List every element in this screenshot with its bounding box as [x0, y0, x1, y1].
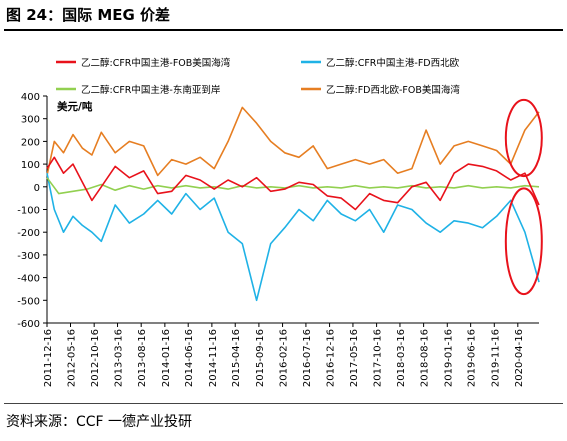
- x-tick-label: 2019-11-16: [490, 329, 501, 387]
- x-tick-label: 2016-02-16: [279, 329, 290, 387]
- x-tick-label: 2015-09-16: [255, 329, 266, 387]
- source-rule: [4, 403, 563, 404]
- series-line-2: [46, 177, 540, 195]
- x-tick-label: 2014-11-16: [208, 329, 219, 387]
- y-axis: 400 300 200 100 0 -100 -200 -300 -400 -500 -600 美元/…: [17, 92, 93, 330]
- x-tick-label: 2018-08-16: [420, 329, 431, 387]
- y-tick-label: -400: [17, 274, 40, 285]
- y-axis-title: 美元/吨: [57, 100, 93, 113]
- x-tick-label: 2012-05-16: [67, 329, 78, 387]
- x-tick-label: 2014-01-16: [161, 329, 172, 387]
- x-tick-label: 2016-07-16: [302, 329, 313, 387]
- annotation-ellipse-1: [504, 187, 543, 296]
- x-tick-label: 2017-05-16: [349, 329, 360, 387]
- x-tick-label: 2016-12-16: [326, 329, 337, 387]
- y-tick-label: 200: [21, 137, 40, 148]
- legend: 乙二醇:CFR中国主港-FOB美国海湾 乙二醇:CFR中国主港-FD西北欧乙二醇:…: [56, 57, 460, 96]
- x-tick-label: 2019-06-16: [467, 329, 478, 387]
- y-tick-label: -200: [17, 228, 40, 239]
- legend-entry-3: 乙二醇:FD西北欧-FOB美国海湾: [326, 84, 460, 96]
- plot-area: [46, 106, 540, 302]
- x-tick-label: 2019-01-16: [443, 329, 454, 387]
- x-tick-label: 2020-04-16: [514, 329, 525, 387]
- x-tick-label: 2011-12-16: [43, 329, 54, 387]
- x-tick-label: 2017-10-16: [373, 329, 384, 387]
- annotation-ellipse-0: [504, 98, 543, 178]
- y-tick-label: 0: [34, 183, 40, 194]
- y-tick-label: 300: [21, 115, 40, 126]
- y-tick-label: -100: [17, 206, 40, 217]
- legend-entry-2: 乙二醇:CFR中国主港-东南亚到岸: [81, 84, 221, 96]
- annotations: [504, 98, 543, 296]
- y-tick-label: -300: [17, 251, 40, 262]
- series-line-3: [46, 106, 540, 177]
- x-tick-label: 2012-10-16: [90, 329, 101, 387]
- series-line-0: [46, 156, 540, 211]
- legend-entry-0: 乙二醇:CFR中国主港-FOB美国海湾: [81, 57, 231, 69]
- y-tick-label: 400: [21, 92, 40, 103]
- x-tick-label: 2015-04-16: [231, 329, 242, 387]
- x-axis: 2011-12-16 2012-05-16 2012-10-16 2013-03-16…: [43, 322, 539, 387]
- x-tick-label: 2014-06-16: [184, 329, 195, 387]
- x-tick-label: 2013-08-16: [137, 329, 148, 387]
- series-line-1: [46, 173, 540, 302]
- x-tick-label: 2018-03-16: [396, 329, 407, 387]
- source-note: 资料来源：CCF 一德产业投研: [6, 414, 193, 430]
- title-rule: [4, 29, 563, 31]
- y-tick-label: -500: [17, 296, 40, 307]
- y-tick-label: 100: [21, 160, 40, 171]
- y-tick-label: -600: [17, 319, 40, 330]
- legend-entry-1: 乙二醇:CFR中国主港-FD西北欧: [326, 57, 460, 69]
- figure-title: 图 24：国际 MEG 价差: [6, 6, 171, 24]
- x-tick-label: 2013-03-16: [114, 329, 125, 387]
